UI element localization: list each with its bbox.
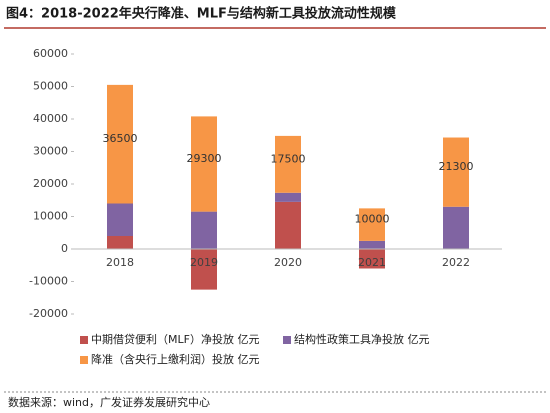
bar-segment bbox=[191, 211, 217, 249]
legend-swatch bbox=[80, 336, 88, 344]
y-tick-label: 30000 bbox=[33, 145, 68, 158]
data-label: 10000 bbox=[355, 213, 390, 226]
bar-segment bbox=[191, 116, 217, 212]
x-tick-label: 2022 bbox=[442, 256, 470, 269]
x-tick-label: 2020 bbox=[274, 256, 302, 269]
data-label: 29300 bbox=[187, 152, 222, 165]
bar-segment bbox=[275, 201, 301, 249]
y-tick-label: 10000 bbox=[33, 210, 68, 223]
bar-segment bbox=[359, 240, 385, 249]
bar-segment bbox=[107, 236, 133, 249]
legend-swatch bbox=[283, 336, 291, 344]
legend-swatch bbox=[80, 356, 88, 364]
y-tick-label: 40000 bbox=[33, 112, 68, 125]
y-tick-label: -10000 bbox=[29, 275, 68, 288]
y-tick-label: 60000 bbox=[33, 47, 68, 60]
chart-title: 图4：2018-2022年央行降准、MLF与结构新工具投放流动性规模 bbox=[6, 6, 397, 22]
x-tick-label: 2021 bbox=[358, 256, 386, 269]
legend-label: 降准（含央行上缴利润）投放 亿元 bbox=[91, 352, 260, 366]
x-tick-label: 2018 bbox=[106, 256, 134, 269]
legend-label: 中期借贷便利（MLF）净投放 亿元 bbox=[91, 332, 259, 346]
bar-segment bbox=[359, 249, 385, 269]
bar-segment bbox=[359, 208, 385, 241]
data-label: 21300 bbox=[439, 160, 474, 173]
legend-label: 结构性政策工具净投放 亿元 bbox=[294, 332, 430, 346]
bar-segment bbox=[443, 137, 469, 207]
y-tick-label: 50000 bbox=[33, 80, 68, 93]
y-tick-label: -20000 bbox=[29, 307, 68, 320]
data-label: 17500 bbox=[271, 152, 306, 165]
bar-segment bbox=[443, 206, 469, 249]
bar-segment bbox=[107, 84, 133, 204]
bar-segment bbox=[275, 192, 301, 202]
bar-segment bbox=[275, 135, 301, 193]
x-tick-label: 2019 bbox=[190, 256, 218, 269]
bar-segment bbox=[191, 249, 217, 290]
data-label: 36500 bbox=[103, 132, 138, 145]
source: 数据来源：wind，广发证券发展研究中心 bbox=[8, 395, 210, 409]
bar-segment bbox=[107, 203, 133, 236]
y-tick-label: 20000 bbox=[33, 177, 68, 190]
y-tick-label: 0 bbox=[61, 242, 68, 255]
